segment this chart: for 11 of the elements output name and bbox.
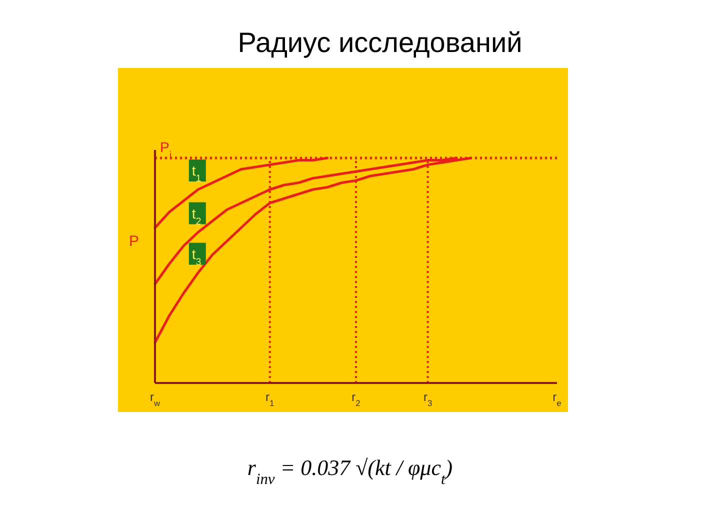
- text: r$_{inv}$ = 0.037 √(kt / φμc$_{t}$): [247, 455, 453, 488]
- series-label: t$_{2}$: [192, 205, 202, 227]
- series-label: t$_{3}$: [192, 246, 202, 268]
- x-tick-label: r$_{e}$: [552, 390, 562, 408]
- y-axis-title: P: [128, 233, 140, 250]
- x-tick-label: r$_{2}$: [352, 390, 361, 408]
- x-tick-label: r$_{w}$: [150, 390, 161, 408]
- x-tick-label: r$_{1}$: [266, 390, 275, 408]
- chart-title: Радиус исследований: [238, 27, 522, 58]
- series-label: t$_{1}$: [192, 162, 202, 184]
- x-tick-label: r$_{3}$: [423, 390, 432, 408]
